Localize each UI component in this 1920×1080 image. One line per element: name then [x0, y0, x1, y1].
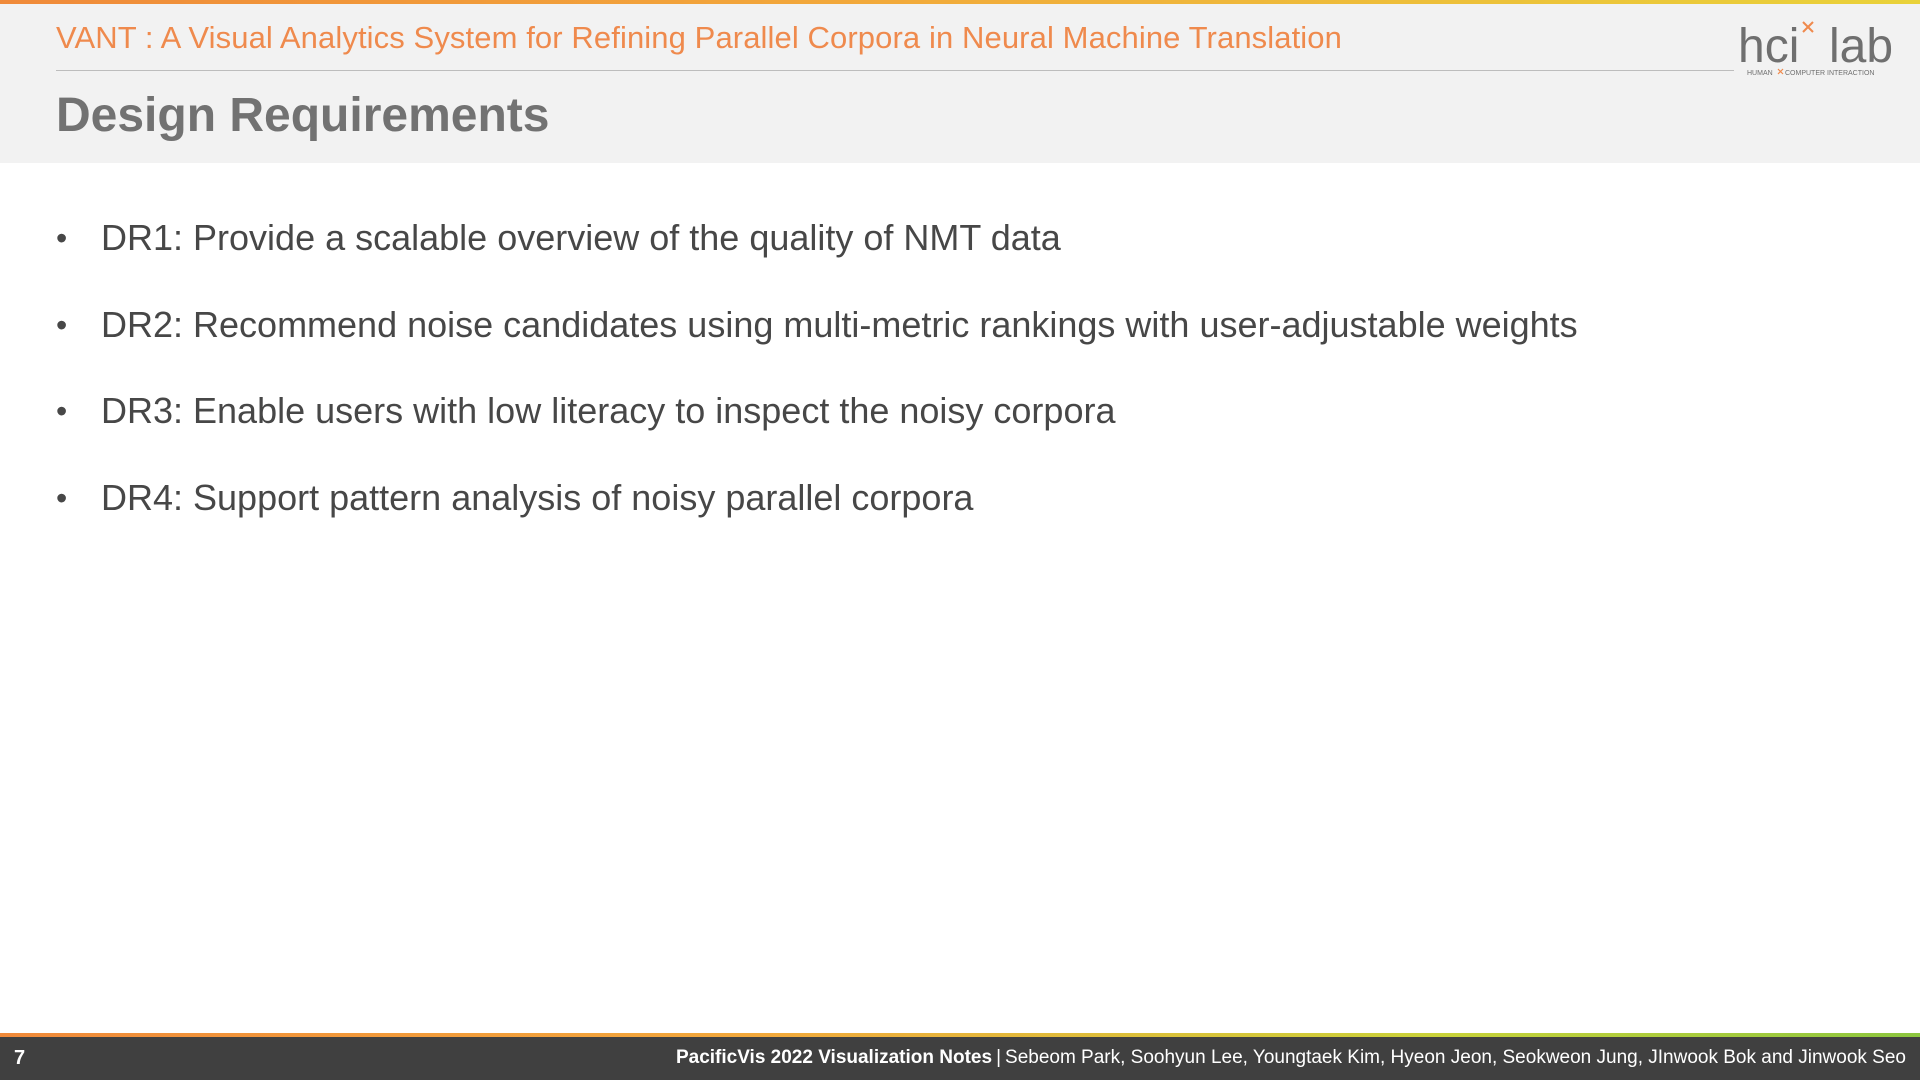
bullet-text: DR1: Provide a scalable overview of the … [101, 217, 1061, 258]
hci-lab-logo: hci lab HUMAN COMPUTER INTERACTION [1738, 18, 1908, 80]
bullet-marker: • [56, 479, 68, 516]
footer-separator: | [996, 1047, 1002, 1068]
footer-credits: PacificVis 2022 Visualization Notes | Sebe… [676, 1047, 1906, 1069]
slide-footer: 7 PacificVis 2022 Visualization Notes | Se… [0, 1037, 1920, 1080]
bullet-marker: • [56, 306, 68, 343]
header-divider [56, 70, 1734, 71]
logo-tagline-x-icon [1777, 68, 1784, 75]
logo-tagline-right: COMPUTER INTERACTION [1785, 70, 1874, 77]
bullet-text: DR2: Recommend noise candidates using mu… [101, 303, 1578, 345]
footer-venue: PacificVis 2022 Visualization Notes [675, 1047, 993, 1068]
logo-hci-text: hci [1738, 20, 1799, 73]
top-accent-bar [0, 0, 1920, 4]
slide-header: VANT : A Visual Analytics System for Ref… [0, 4, 1920, 163]
bottom-accent-bar [0, 1033, 1920, 1037]
bullet-text: DR4: Support pattern analysis of noisy p… [101, 476, 974, 518]
bullet-marker: • [56, 393, 68, 429]
logo-tagline-left: HUMAN [1747, 70, 1773, 77]
deck-title: VANT : A Visual Analytics System for Ref… [56, 20, 1342, 55]
page-number: 7 [14, 1047, 26, 1069]
logo-lab-text: lab [1829, 20, 1893, 73]
logo-x-mark-icon [1802, 21, 1814, 33]
bullet-marker: • [56, 220, 68, 256]
hci-lab-logo-graphic: hci lab HUMAN COMPUTER INTERACTION [1738, 20, 1893, 77]
footer-authors: Sebeom Park, Soohyun Lee, Youngtaek Kim,… [1005, 1047, 1906, 1068]
bullet-text: DR3: Enable users with low literacy to i… [101, 390, 1116, 431]
page-title: Design Requirements [56, 89, 550, 142]
